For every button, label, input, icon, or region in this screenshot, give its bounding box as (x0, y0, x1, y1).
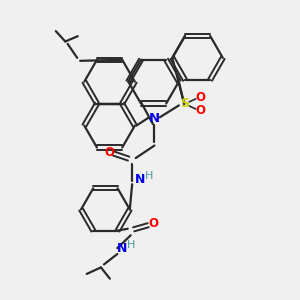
Text: O: O (148, 217, 158, 230)
Text: O: O (104, 146, 114, 159)
Text: N: N (149, 112, 160, 125)
Text: O: O (196, 91, 206, 104)
Text: H: H (127, 239, 136, 250)
Text: H: H (145, 171, 153, 181)
Text: N: N (134, 173, 145, 186)
Text: N: N (117, 242, 127, 255)
Text: S: S (180, 98, 189, 110)
Text: O: O (196, 104, 206, 117)
